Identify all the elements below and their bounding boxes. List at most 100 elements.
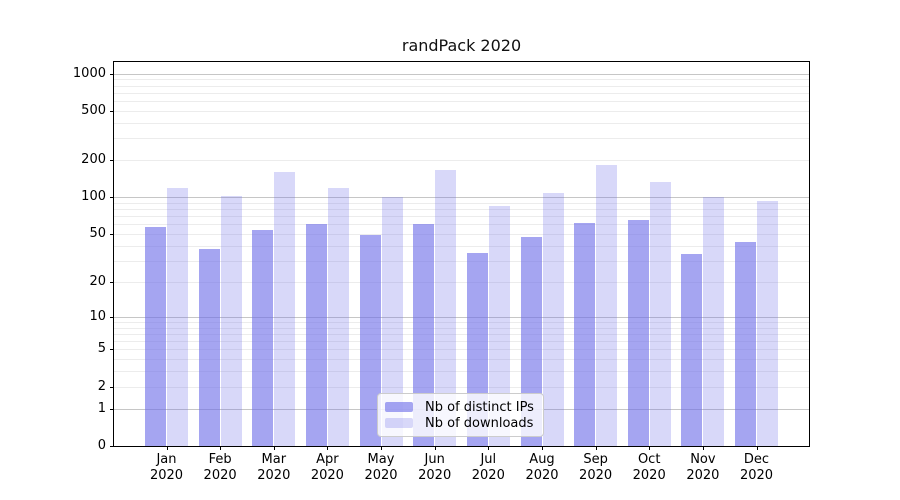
bar-downloads-apr xyxy=(327,187,349,446)
gridline-minor xyxy=(114,160,809,162)
x-tick-label: Apr 2020 xyxy=(297,452,357,484)
y-tick-label: 0 xyxy=(97,438,106,453)
x-tick-label: Jan 2020 xyxy=(137,452,197,484)
gridline-minor xyxy=(114,245,809,247)
x-tick-month: Mar xyxy=(261,452,287,467)
y-tick xyxy=(110,349,114,351)
x-tick-label: Jun 2020 xyxy=(405,452,465,484)
gridline-minor xyxy=(114,371,809,373)
x-tick-month: Jun xyxy=(424,452,445,467)
x-tick xyxy=(220,446,222,450)
x-tick-year: 2020 xyxy=(579,468,613,483)
bar-ips-nov xyxy=(681,254,703,446)
x-tick-year: 2020 xyxy=(632,468,666,483)
gridline-major xyxy=(114,73,809,75)
chart-title: randPack 2020 xyxy=(401,36,522,55)
x-tick-year: 2020 xyxy=(471,468,505,483)
gridline-major xyxy=(114,316,809,318)
bar-downloads-may xyxy=(381,197,403,446)
legend-swatch-distinct-ips xyxy=(385,402,413,412)
x-tick xyxy=(434,446,436,450)
x-tick-label: Mar 2020 xyxy=(244,452,304,484)
bar-downloads-nov xyxy=(703,197,725,446)
x-tick-label: Feb 2020 xyxy=(190,452,250,484)
x-tick-year: 2020 xyxy=(686,468,720,483)
gridline-minor xyxy=(114,260,809,262)
gridline-minor xyxy=(114,349,809,351)
y-tick xyxy=(110,73,114,75)
x-tick xyxy=(542,446,543,450)
bar-downloads-jun xyxy=(435,169,457,446)
x-tick xyxy=(488,446,490,450)
gridline-minor xyxy=(114,321,809,323)
y-tick-label: 1000 xyxy=(72,65,106,81)
bar-downloads-jan xyxy=(167,188,188,446)
x-tick-month: May xyxy=(367,452,395,467)
gridline-minor xyxy=(114,224,809,226)
gridline-minor xyxy=(114,234,809,236)
gridline-minor xyxy=(114,281,809,283)
plot-area: Nb of distinct IPs Nb of downloads xyxy=(113,61,810,447)
y-tick xyxy=(110,446,114,447)
bar-ips-may xyxy=(359,235,381,446)
x-tick-month: Jul xyxy=(480,452,497,467)
x-tick-year: 2020 xyxy=(203,468,237,483)
x-tick-year: 2020 xyxy=(525,468,559,483)
bar-downloads-jul xyxy=(488,205,510,446)
legend-item-downloads: Nb of downloads xyxy=(385,415,535,431)
x-tick-label: Oct 2020 xyxy=(619,452,679,484)
gridline-minor xyxy=(114,202,809,204)
x-tick-year: 2020 xyxy=(257,468,291,483)
x-tick xyxy=(649,446,651,450)
y-tick xyxy=(110,234,114,236)
bar-downloads-aug xyxy=(542,193,564,446)
bar-ips-sep xyxy=(574,222,596,446)
x-tick xyxy=(381,446,382,450)
x-tick-month: Nov xyxy=(690,452,716,467)
gridline-minor xyxy=(114,85,809,87)
x-tick xyxy=(756,446,758,450)
x-tick xyxy=(166,446,168,450)
y-tick-label: 10 xyxy=(89,308,106,324)
y-tick-label: 50 xyxy=(89,226,106,242)
bar-downloads-mar xyxy=(274,172,296,446)
x-tick-month: Oct xyxy=(637,452,661,467)
bar-downloads-feb xyxy=(220,196,242,446)
gridline-minor xyxy=(114,92,809,94)
x-tick xyxy=(702,446,704,450)
y-tick xyxy=(110,386,114,388)
y-tick-label: 20 xyxy=(89,273,106,289)
gridline-minor xyxy=(114,327,809,329)
gridline-minor xyxy=(114,386,809,388)
bar-ips-jun xyxy=(413,224,435,446)
bar-downloads-oct xyxy=(649,182,671,446)
bar-downloads-dec xyxy=(757,200,778,446)
x-tick-month: Dec xyxy=(743,452,770,467)
y-tick xyxy=(110,110,114,112)
x-tick xyxy=(273,446,275,450)
x-tick-month: Sep xyxy=(583,452,608,467)
gridline-minor xyxy=(114,138,809,140)
y-tick xyxy=(110,281,114,283)
x-tick-year: 2020 xyxy=(149,468,184,483)
x-tick-month: Jan xyxy=(156,452,177,467)
bar-downloads-sep xyxy=(596,165,618,446)
legend-label-downloads: Nb of downloads xyxy=(425,415,534,431)
y-tick-label: 100 xyxy=(81,189,106,205)
gridline-minor xyxy=(114,333,809,335)
y-tick-label: 500 xyxy=(81,102,106,118)
gridline-minor xyxy=(114,216,809,218)
gridline-minor xyxy=(114,359,809,361)
y-tick xyxy=(110,408,114,410)
x-tick-label: Dec 2020 xyxy=(727,452,787,484)
y-tick-label: 5 xyxy=(97,341,106,357)
x-tick-month: Feb xyxy=(208,452,232,467)
gridline-minor xyxy=(114,110,809,112)
y-tick-label: 2 xyxy=(97,378,106,394)
x-tick xyxy=(327,446,329,450)
gridline-minor xyxy=(114,122,809,124)
legend-swatch-downloads xyxy=(385,418,413,428)
x-tick-month: Aug xyxy=(529,452,555,467)
legend-item-distinct-ips: Nb of distinct IPs xyxy=(385,399,535,415)
